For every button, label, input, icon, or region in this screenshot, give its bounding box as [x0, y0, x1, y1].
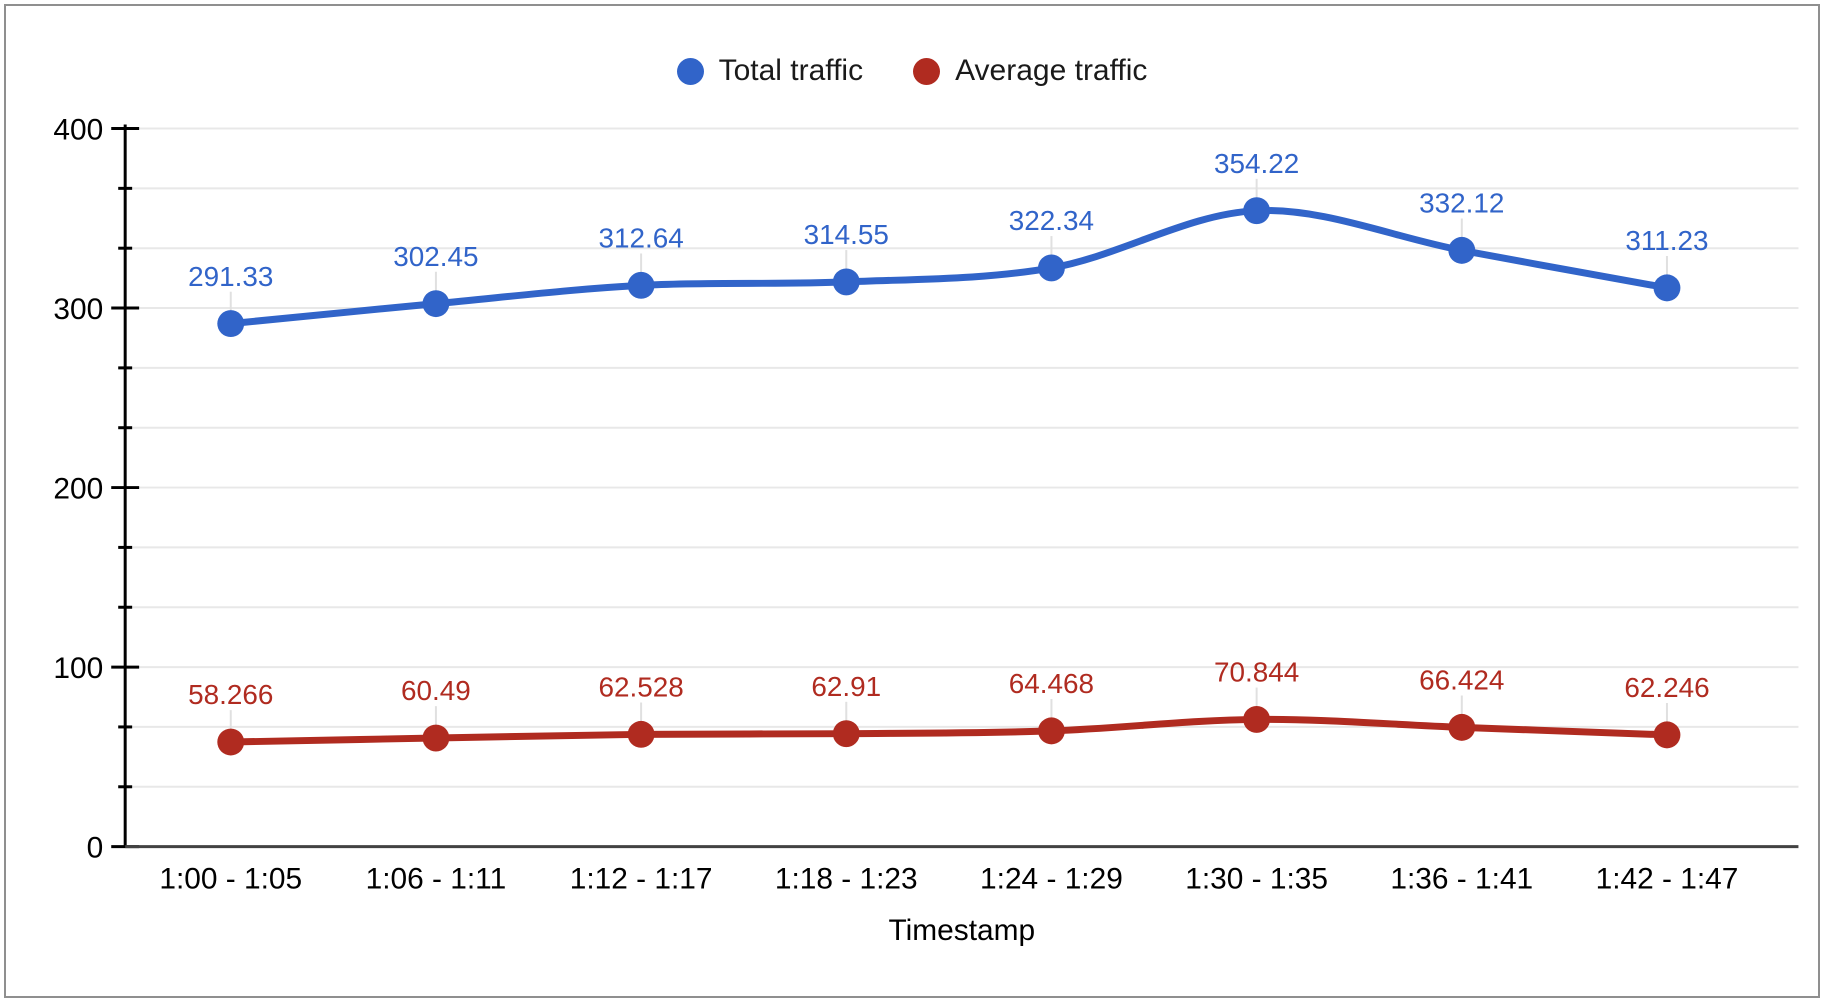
data-point[interactable] — [1653, 274, 1681, 302]
data-point[interactable] — [627, 271, 655, 299]
x-axis-label: 1:42 - 1:47 — [1596, 862, 1739, 895]
y-tick-label: 0 — [87, 832, 104, 865]
data-point[interactable] — [217, 310, 245, 338]
data-label: 311.23 — [1625, 225, 1708, 256]
data-point[interactable] — [832, 720, 860, 748]
data-label: 64.468 — [1009, 668, 1094, 699]
data-label: 66.424 — [1419, 665, 1504, 696]
data-point[interactable] — [832, 268, 860, 296]
data-point[interactable] — [1448, 236, 1476, 264]
legend-item-total-traffic[interactable]: Total traffic — [676, 54, 864, 87]
x-axis-label: 1:06 - 1:11 — [366, 862, 507, 895]
x-axis-label: 1:00 - 1:05 — [159, 862, 302, 895]
data-point[interactable] — [1653, 721, 1681, 749]
data-point[interactable] — [1038, 717, 1065, 745]
chart-legend: Total traffic Average traffic — [6, 56, 1818, 86]
chart-container: Total traffic Average traffic 0 100 200 300… — [4, 4, 1820, 998]
x-axis-label: 1:18 - 1:23 — [775, 862, 918, 895]
line-chart: 0 100 200 300 400 1:00 - 1:05 1:06 - 1:11 1:12 … — [53, 113, 1799, 947]
data-label: 70.844 — [1214, 657, 1299, 688]
y-tick-label: 200 — [53, 473, 103, 506]
y-tick-label: 100 — [53, 652, 103, 685]
series-line-total — [227, 207, 1671, 328]
legend-dot-icon — [913, 57, 941, 85]
legend-label: Total traffic — [718, 54, 864, 87]
data-label: 312.64 — [598, 222, 683, 253]
x-axis-label: 1:12 - 1:17 — [570, 862, 713, 895]
data-point[interactable] — [1243, 197, 1271, 225]
data-point[interactable] — [1243, 705, 1271, 733]
data-label: 354.22 — [1214, 148, 1299, 179]
data-label: 314.55 — [804, 219, 889, 250]
data-point[interactable] — [627, 720, 655, 748]
data-label: 332.12 — [1419, 188, 1504, 219]
legend-item-average-traffic[interactable]: Average traffic — [913, 56, 1147, 86]
data-label: 60.49 — [401, 675, 471, 706]
data-label: 58.266 — [188, 679, 273, 710]
data-point[interactable] — [422, 290, 450, 318]
data-label: 62.246 — [1624, 672, 1709, 703]
x-axis-label: 1:24 - 1:29 — [980, 862, 1123, 895]
x-axis-title: Timestamp — [889, 914, 1036, 947]
data-point[interactable] — [1038, 254, 1065, 282]
data-label: 302.45 — [393, 241, 478, 272]
y-tick-label: 400 — [53, 113, 103, 146]
series-line-average — [227, 715, 1671, 746]
data-point[interactable] — [1448, 713, 1476, 741]
x-axis-label: 1:36 - 1:41 — [1390, 862, 1533, 895]
data-point[interactable] — [422, 724, 450, 752]
x-axis-label: 1:30 - 1:35 — [1185, 862, 1328, 895]
legend-label: Average traffic — [955, 54, 1148, 87]
data-label: 62.528 — [598, 672, 683, 703]
data-label: 62.91 — [811, 671, 881, 702]
data-label: 322.34 — [1009, 205, 1094, 236]
legend-dot-icon — [676, 57, 704, 85]
y-tick-label: 300 — [53, 293, 103, 326]
data-label: 291.33 — [188, 261, 273, 292]
data-point[interactable] — [217, 728, 245, 756]
